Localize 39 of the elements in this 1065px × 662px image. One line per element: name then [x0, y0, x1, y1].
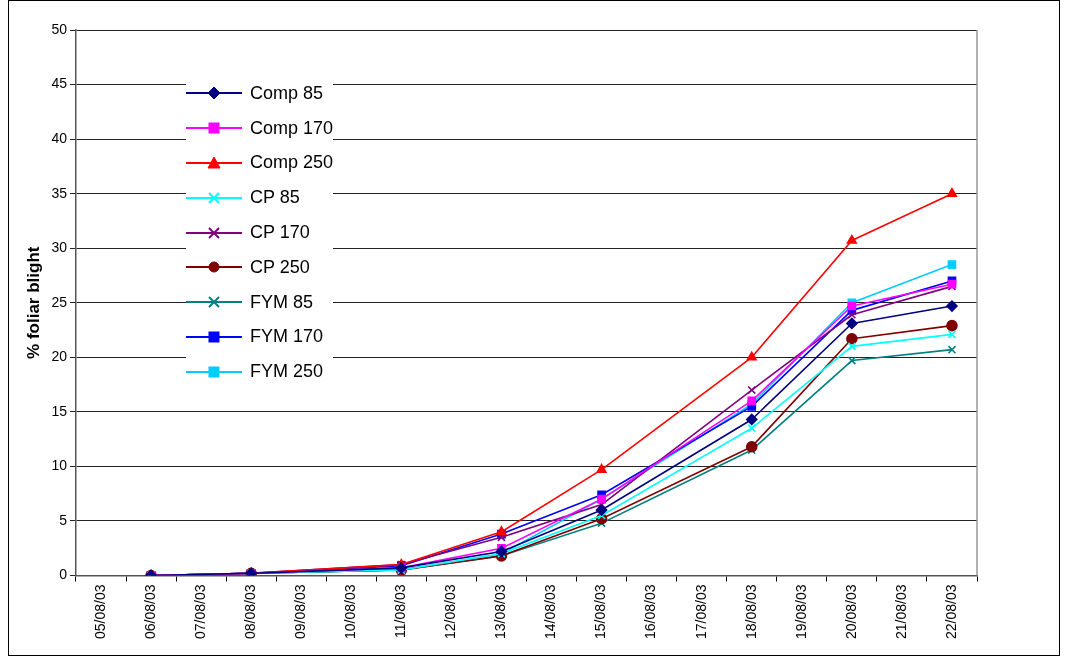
x-tick-label: 12/08/03 [442, 584, 459, 639]
legend-label: Comp 85 [250, 82, 324, 104]
x-tick-label: 17/08/03 [692, 584, 709, 639]
x-tick-label: 16/08/03 [642, 584, 659, 639]
legend-label: CP 85 [250, 187, 300, 209]
x-tick-label: 09/08/03 [292, 584, 309, 639]
x-tick-label: 18/08/03 [742, 584, 759, 639]
x-tick-label: 21/08/03 [892, 584, 909, 639]
legend-label: FYM 250 [250, 361, 324, 383]
y-tick-label: 40 [51, 129, 68, 146]
x-tick-label: 11/08/03 [392, 584, 409, 638]
legend-label: Comp 170 [250, 117, 334, 139]
y-tick-label: 25 [51, 293, 68, 310]
x-tick-label: 19/08/03 [792, 584, 809, 639]
legend-label: FYM 170 [250, 326, 324, 348]
y-tick-label: 10 [51, 457, 68, 474]
x-tick-label: 07/08/03 [191, 584, 208, 639]
legend-label: Comp 250 [250, 152, 334, 174]
legend-label: FYM 85 [250, 291, 314, 313]
legend-label: CP 250 [250, 256, 310, 278]
x-tick-label: 10/08/03 [342, 584, 359, 639]
y-tick-label: 5 [59, 511, 68, 528]
x-tick-label: 06/08/03 [141, 584, 158, 639]
x-tick-label: 20/08/03 [842, 584, 859, 639]
y-tick-label: 45 [51, 75, 68, 92]
y-tick-label: 35 [51, 184, 68, 201]
x-tick-label: 15/08/03 [592, 584, 609, 639]
y-tick-label: 30 [51, 239, 68, 256]
y-tick-label: 15 [51, 402, 68, 419]
x-tick-label: 08/08/03 [242, 584, 259, 639]
y-tick-label: 20 [51, 348, 68, 365]
x-tick-label: 13/08/03 [492, 584, 509, 639]
x-tick-label: 14/08/03 [542, 584, 559, 639]
legend-label: CP 170 [250, 222, 310, 244]
y-tick-label: 50 [51, 20, 68, 37]
x-tick-label: 22/08/03 [942, 584, 959, 639]
y-tick-label: 0 [59, 566, 68, 583]
y-axis-title: % foliar blight [23, 246, 43, 359]
x-tick-label: 05/08/03 [91, 584, 108, 639]
